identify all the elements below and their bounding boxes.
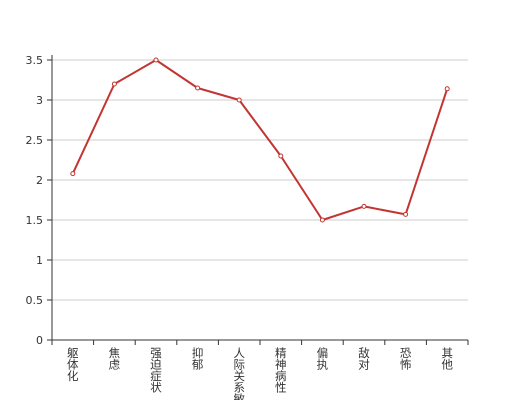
x-tick-label: 敌对: [357, 346, 371, 370]
y-tick-label: 0: [36, 334, 43, 347]
point: [195, 85, 201, 91]
point: [444, 86, 450, 92]
x-tick-label: 焦虑: [107, 347, 121, 370]
point: [319, 217, 325, 223]
y-tick-label: 3: [36, 94, 43, 107]
x-tick-label: 抑郁: [191, 346, 205, 370]
x-tick-label: 其他: [440, 347, 454, 370]
line: [71, 59, 449, 221]
point: [236, 97, 242, 103]
point: [361, 203, 367, 209]
x-tick-label: 偏执: [315, 346, 329, 371]
point: [153, 57, 159, 63]
x-tick-label: 躯体化: [66, 347, 80, 382]
y-tick-label: 3.5: [26, 54, 44, 67]
y-tick-label: 2.5: [26, 134, 44, 147]
point: [278, 153, 284, 159]
y-tick-label: 2: [36, 174, 43, 187]
point: [111, 81, 117, 87]
point: [70, 171, 76, 177]
point: [403, 211, 409, 217]
x-tick-label: 人际关系敏感: [232, 347, 246, 400]
y-tick-label: 1: [36, 254, 43, 267]
x-tick-label: 恐怖: [399, 347, 413, 370]
x-tick-label: 精神病性: [274, 347, 288, 394]
y-tick-label: 0.5: [26, 294, 44, 307]
x-tick-label: 强迫症状: [149, 347, 163, 393]
y-tick-label: 1.5: [26, 214, 44, 227]
